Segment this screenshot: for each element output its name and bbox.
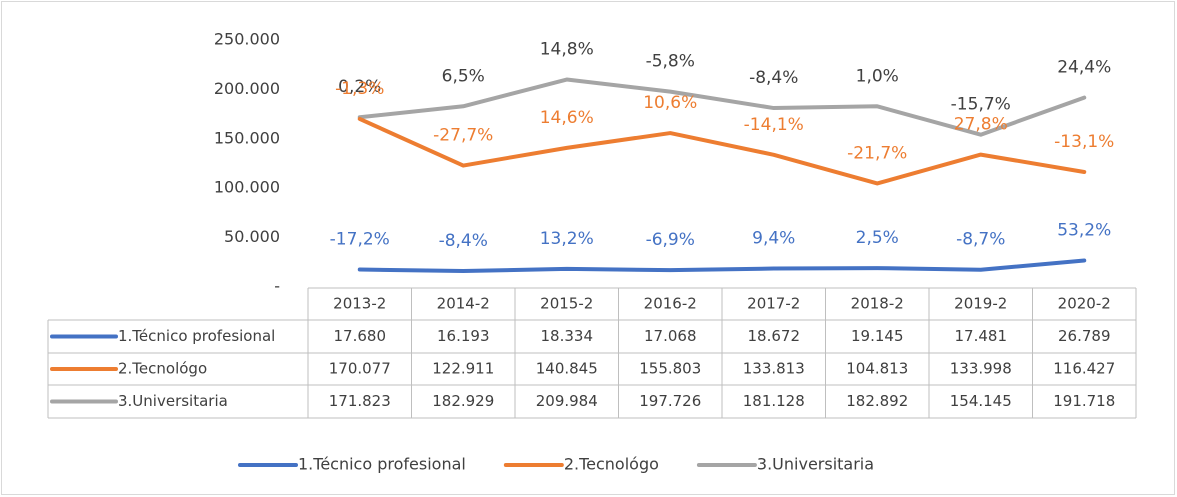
data-label: 14,6% <box>540 108 594 128</box>
data-label: -17,2% <box>330 230 390 250</box>
table-cell: 19.145 <box>851 327 904 345</box>
x-tick-label: 2019-2 <box>954 295 1007 313</box>
table-cell: 170.077 <box>329 360 391 378</box>
data-label: -8,7% <box>956 230 1005 250</box>
data-label: -6,9% <box>646 230 695 250</box>
data-label: 2,5% <box>856 228 899 248</box>
series-line <box>357 77 1087 137</box>
data-label: 13,2% <box>540 229 594 249</box>
data-label: 27,8% <box>954 115 1008 135</box>
table-cell: 26.789 <box>1058 327 1111 345</box>
y-tick-label: 50.000 <box>224 227 280 246</box>
data-label: 53,2% <box>1057 221 1111 241</box>
data-label: 0,2% <box>338 77 381 97</box>
data-label: -21,7% <box>847 143 907 163</box>
table-cell: 191.718 <box>1053 392 1115 410</box>
table-cell: 17.481 <box>955 327 1008 345</box>
legend-label: 1.Técnico profesional <box>298 455 466 474</box>
table-cell: 209.984 <box>536 392 598 410</box>
data-label: -5,8% <box>646 52 695 72</box>
y-tick-label: 200.000 <box>214 79 280 98</box>
table-cell: 17.680 <box>334 327 387 345</box>
table-row-label: 1.Técnico profesional <box>118 327 275 345</box>
data-label: 14,8% <box>540 40 594 60</box>
data-label: -8,4% <box>749 68 798 88</box>
legend-label: 2.Tecnológo <box>564 455 659 474</box>
table-row-label: 2.Tecnológo <box>118 360 207 378</box>
data-label: -15,7% <box>951 95 1011 115</box>
data-label: -14,1% <box>744 115 804 135</box>
series-line <box>357 116 1087 186</box>
table-cell: 140.845 <box>536 360 598 378</box>
series-line <box>357 258 1087 274</box>
y-tick-label: 250.000 <box>214 30 280 49</box>
data-label: 1,0% <box>856 66 899 86</box>
table-cell: 18.672 <box>748 327 801 345</box>
y-tick-label: 150.000 <box>214 128 280 147</box>
y-tick-label: 100.000 <box>214 178 280 197</box>
x-tick-label: 2016-2 <box>644 295 697 313</box>
x-tick-label: 2020-2 <box>1058 295 1111 313</box>
table-cell: 155.803 <box>639 360 701 378</box>
data-label: -8,4% <box>439 231 488 251</box>
data-label: -13,1% <box>1054 132 1114 152</box>
table-cell: 133.998 <box>950 360 1012 378</box>
data-label: -27,7% <box>433 126 493 146</box>
table-cell: 181.128 <box>743 392 805 410</box>
data-label: -1,3% <box>335 79 384 99</box>
table-cell: 122.911 <box>432 360 494 378</box>
table-row-label: 3.Universitaria <box>118 392 228 410</box>
x-tick-label: 2013-2 <box>333 295 386 313</box>
data-label: 6,5% <box>442 66 485 86</box>
data-label: 10,6% <box>643 93 697 113</box>
x-tick-label: 2014-2 <box>437 295 490 313</box>
x-tick-label: 2018-2 <box>851 295 904 313</box>
table-cell: 182.929 <box>432 392 494 410</box>
data-label: 24,4% <box>1057 58 1111 78</box>
y-tick-label: - <box>274 277 280 296</box>
data-label: 9,4% <box>752 229 795 249</box>
table-cell: 171.823 <box>329 392 391 410</box>
table-cell: 197.726 <box>639 392 701 410</box>
table-cell: 116.427 <box>1053 360 1115 378</box>
table-cell: 17.068 <box>644 327 697 345</box>
x-tick-label: 2017-2 <box>747 295 800 313</box>
table-cell: 182.892 <box>846 392 908 410</box>
legend-label: 3.Universitaria <box>757 455 874 474</box>
table-cell: 18.334 <box>541 327 594 345</box>
x-tick-label: 2015-2 <box>540 295 593 313</box>
table-cell: 104.813 <box>846 360 908 378</box>
table-cell: 16.193 <box>437 327 490 345</box>
table-cell: 133.813 <box>743 360 805 378</box>
table-cell: 154.145 <box>950 392 1012 410</box>
